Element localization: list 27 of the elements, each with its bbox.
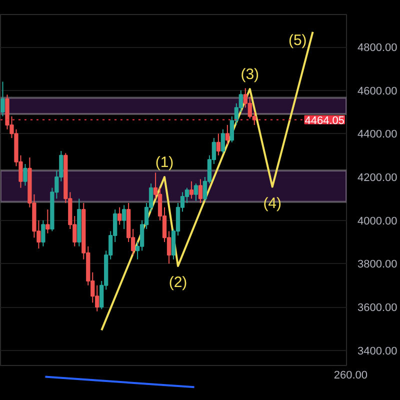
y-tick-label: 4000.00 <box>358 215 398 228</box>
y-tick-label: 4400.00 <box>358 128 398 141</box>
candlestick <box>216 133 221 156</box>
text: 260.00 <box>334 370 368 382</box>
y-tick-label: 4800.00 <box>358 42 398 54</box>
candlestick <box>23 164 28 186</box>
annotation: (5) <box>288 32 307 49</box>
candlestick <box>220 128 225 154</box>
candlestick <box>118 206 122 226</box>
annotation: (1) <box>155 154 174 171</box>
y-tick-label: 3800.00 <box>358 258 398 271</box>
candlestick <box>0 81 5 117</box>
candlestick <box>46 209 50 234</box>
y-tick-label: 4200.00 <box>358 172 398 184</box>
y-tick-label: 4600.00 <box>358 85 398 98</box>
candlestick <box>198 178 203 204</box>
candlestick <box>189 180 194 200</box>
annotation: (4) <box>263 194 282 212</box>
candlestick <box>122 204 126 230</box>
y-tick-label: 3600.00 <box>358 302 398 314</box>
candlestick <box>225 124 230 145</box>
y-tick-label: 3400.00 <box>358 345 398 358</box>
annotation: (3) <box>240 66 260 84</box>
candlestick <box>41 220 46 247</box>
candlestick <box>194 183 198 202</box>
annotation: (2) <box>168 274 188 292</box>
ref-line-label: 4464.05 <box>304 114 345 127</box>
